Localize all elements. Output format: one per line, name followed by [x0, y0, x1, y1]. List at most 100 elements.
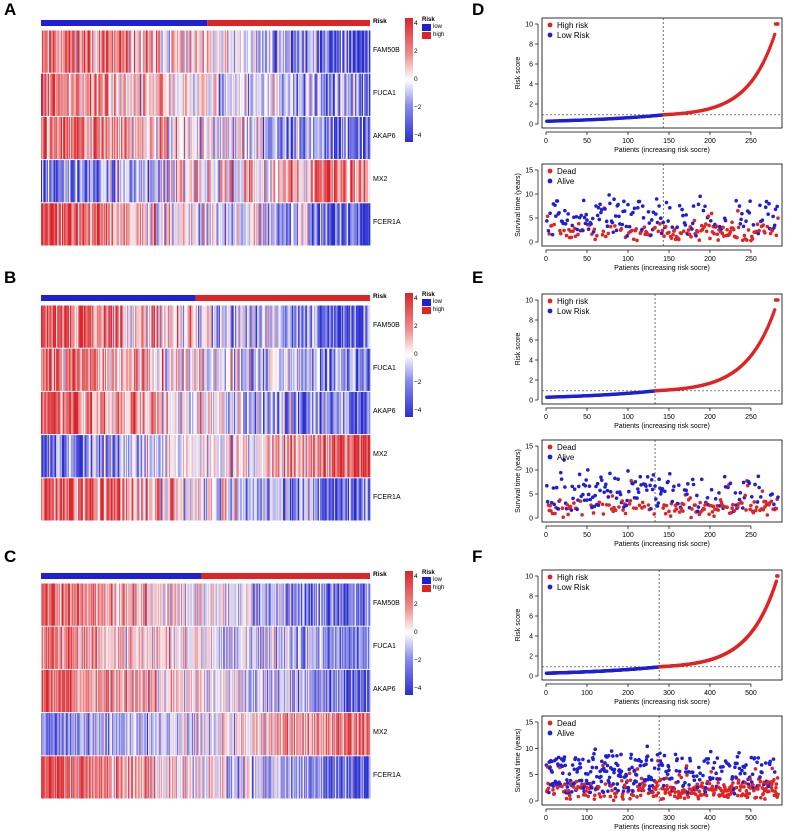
point-alive [560, 764, 565, 769]
heatmap-row-mx2 [41, 160, 371, 203]
point-dead [562, 228, 566, 233]
point-alive [667, 768, 671, 773]
y-tick-label: 6 [529, 338, 533, 345]
legend-marker [547, 444, 553, 450]
point-alive [607, 775, 612, 780]
point-alive [655, 504, 660, 508]
point-dead [640, 500, 645, 505]
point-alive [556, 507, 561, 511]
point-dead [550, 511, 555, 516]
point-alive [749, 780, 754, 784]
point-alive [576, 484, 581, 489]
point-dead [750, 237, 755, 241]
data-points [544, 574, 780, 675]
point-alive [563, 208, 567, 213]
point-dead [637, 785, 642, 790]
point-dead [729, 784, 734, 788]
point-high-risk [776, 22, 780, 26]
legend-marker [547, 730, 553, 736]
point-dead [635, 795, 639, 799]
point-alive [650, 487, 655, 492]
point-dead [708, 236, 712, 241]
point-alive [610, 220, 615, 225]
x-tick-label: 100 [581, 815, 593, 822]
point-alive [664, 200, 669, 205]
plot-frame [541, 715, 783, 806]
point-dead [688, 496, 693, 500]
point-alive [722, 474, 727, 479]
point-alive [685, 492, 689, 496]
point-dead [558, 231, 563, 236]
point-dead [617, 505, 621, 509]
point-alive [622, 199, 626, 204]
point-dead [546, 786, 551, 791]
point-alive [734, 776, 738, 780]
point-dead [572, 785, 576, 789]
point-dead [672, 227, 677, 232]
point-dead [631, 793, 636, 798]
point-dead [662, 234, 666, 238]
point-alive [553, 203, 557, 208]
point-dead [561, 515, 566, 519]
point-alive [581, 492, 585, 497]
point-dead [630, 228, 634, 233]
point-alive [629, 752, 634, 757]
point-dead [765, 224, 770, 229]
point-alive [574, 214, 579, 219]
point-alive [738, 490, 743, 495]
point-dead [689, 515, 693, 520]
y-tick-label: 5 [529, 492, 533, 499]
point-alive [671, 488, 675, 493]
point-alive [586, 227, 591, 231]
y-axis-label: Risk score [515, 333, 522, 366]
point-dead [576, 221, 581, 226]
legend-marker [547, 32, 553, 38]
point-alive [627, 788, 631, 793]
point-alive [649, 506, 653, 511]
point-dead [565, 503, 570, 507]
point-high-risk [773, 308, 777, 312]
point-dead [761, 223, 766, 227]
point-dead [764, 786, 768, 791]
point-alive [599, 759, 604, 764]
point-alive [647, 784, 652, 788]
scale-tick-label: 2 [414, 323, 418, 330]
point-dead [730, 220, 734, 225]
point-dead [549, 509, 553, 513]
point-dead [663, 790, 668, 795]
point-alive [749, 755, 754, 760]
point-alive [651, 210, 656, 215]
point-alive [666, 479, 670, 484]
point-dead [678, 795, 683, 799]
point-alive [605, 224, 610, 229]
panel-label-b: B [4, 268, 17, 287]
point-dead [604, 234, 608, 239]
point-dead [642, 225, 647, 230]
y-tick-label: 4 [529, 634, 533, 641]
point-alive [616, 788, 620, 793]
point-alive [586, 492, 591, 497]
point-alive [584, 478, 588, 482]
legend-marker [547, 720, 553, 726]
heatmap-row-akap6 [41, 116, 371, 160]
point-alive [571, 496, 575, 501]
point-alive [587, 484, 592, 488]
point-alive [640, 204, 645, 208]
point-alive [651, 473, 656, 477]
point-alive [770, 492, 775, 496]
gene-label-fuca1: FUCA1 [373, 89, 396, 97]
point-dead [675, 796, 680, 800]
point-alive [551, 486, 556, 490]
legend-label: Low Risk [557, 31, 590, 40]
point-dead [580, 513, 584, 517]
point-dead [690, 507, 694, 511]
point-alive [680, 756, 684, 761]
risk-score-plot-e: 0 50 100 150 200 250 0 2 4 6 8 10 Patients (increasi… [515, 293, 783, 430]
point-dead [620, 778, 624, 783]
x-tick-label: 250 [745, 256, 757, 263]
point-alive [595, 774, 599, 779]
point-alive [756, 474, 761, 479]
heatmap-row-fuca1 [41, 73, 371, 116]
point-dead [551, 788, 555, 792]
point-alive [606, 789, 610, 793]
